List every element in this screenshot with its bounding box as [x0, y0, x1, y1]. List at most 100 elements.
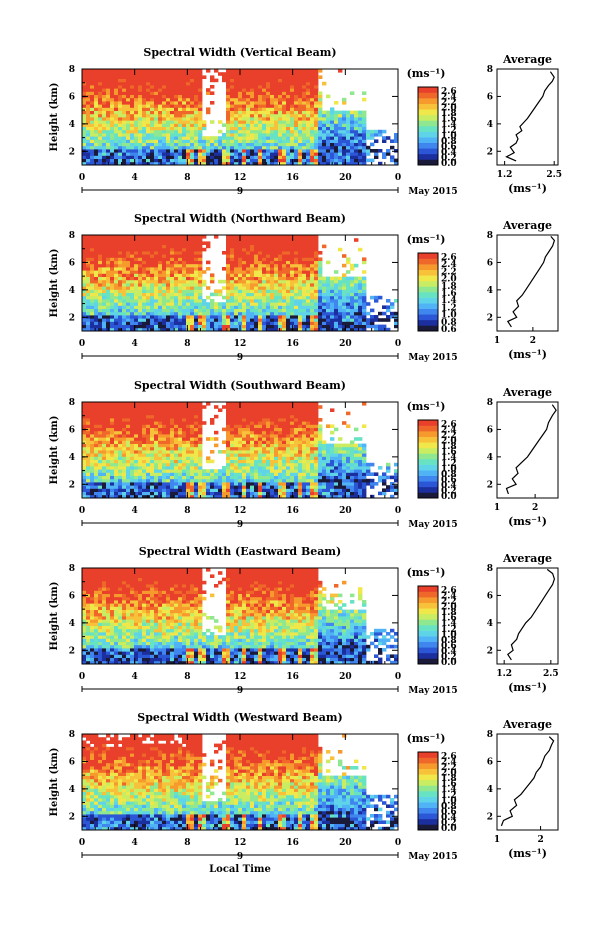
heatmap-cell	[270, 110, 275, 115]
heatmap-cell	[146, 133, 151, 137]
heatmap-cell	[98, 101, 103, 105]
heatmap-cell	[186, 311, 191, 316]
heatmap-cell	[190, 241, 195, 245]
heatmap-cell	[170, 402, 175, 406]
heatmap-cell	[346, 292, 351, 297]
heatmap-cell	[282, 321, 287, 325]
heatmap-cell	[226, 113, 231, 118]
heatmap-cell	[182, 273, 187, 277]
colorbar-tick-label: 2.4	[441, 260, 457, 270]
x-tick-label: 20	[339, 339, 352, 349]
heatmap-cell	[202, 279, 207, 284]
heatmap-cell	[174, 446, 179, 451]
heatmap-cell	[138, 247, 143, 252]
heatmap-cell	[166, 469, 171, 473]
heatmap-cell	[174, 152, 179, 156]
heatmap-cell	[198, 91, 203, 95]
heatmap-cell	[282, 283, 287, 287]
heatmap-cell	[134, 424, 139, 428]
heatmap-cell	[338, 126, 343, 131]
heatmap-cell	[98, 107, 103, 111]
heatmap-cell	[362, 129, 367, 134]
heatmap-cell	[254, 104, 259, 108]
heatmap-cell	[162, 405, 167, 409]
heatmap-cell	[362, 315, 367, 319]
heatmap-cell	[350, 327, 355, 332]
heatmap-cell	[278, 152, 283, 156]
heatmap-cell	[214, 315, 219, 319]
heatmap-cell	[238, 149, 243, 153]
average-profile-line	[506, 236, 556, 328]
heatmap-cell	[250, 321, 255, 325]
heatmap-cell	[330, 149, 335, 153]
heatmap-cell	[306, 78, 311, 83]
heatmap-cell	[274, 299, 279, 303]
heatmap-cell	[146, 69, 151, 73]
heatmap-cell	[126, 318, 131, 322]
heatmap-cell	[282, 302, 287, 306]
heatmap-cell	[86, 459, 91, 464]
heatmap-cell	[122, 126, 127, 131]
heatmap-cell	[258, 308, 263, 313]
heatmap-cell	[238, 126, 243, 131]
heatmap-cell	[274, 238, 279, 242]
heatmap-cell	[254, 276, 259, 281]
month-label: May 2015	[408, 353, 457, 363]
heatmap-cell	[162, 69, 167, 73]
heatmap-cell	[162, 424, 167, 428]
heatmap-cell	[378, 161, 383, 166]
heatmap-cell	[90, 279, 95, 284]
heatmap-cell	[230, 88, 235, 92]
heatmap-cell	[150, 161, 155, 166]
heatmap-cell	[358, 110, 363, 115]
heatmap-cell	[254, 72, 259, 76]
heatmap-cell	[198, 491, 203, 496]
heatmap-cell	[278, 251, 283, 255]
heatmap-cell	[362, 279, 367, 284]
heatmap-cell	[250, 120, 255, 124]
heatmap-cell	[118, 129, 123, 134]
heatmap-cell	[98, 488, 103, 492]
heatmap-cell	[294, 238, 299, 242]
colorbar-swatch	[418, 280, 438, 287]
heatmap-cell	[354, 158, 359, 163]
heatmap-cell	[138, 478, 143, 483]
heatmap-cell	[178, 450, 183, 454]
heatmap-cell	[126, 257, 131, 261]
heatmap-cell	[146, 254, 151, 258]
heatmap-cell	[130, 120, 135, 124]
heatmap-cell	[194, 459, 199, 464]
heatmap-cell	[82, 421, 87, 425]
heatmap-cell	[202, 311, 207, 316]
heatmap-cell	[94, 405, 99, 409]
heatmap-cell	[134, 434, 139, 438]
heatmap-cell	[114, 469, 119, 473]
heatmap-cell	[154, 241, 159, 245]
heatmap-cell	[94, 299, 99, 303]
heatmap-cell	[190, 459, 195, 464]
heatmap-cell	[82, 327, 87, 332]
heatmap-cell	[290, 283, 295, 287]
heatmap-cell	[206, 69, 211, 73]
heatmap-cell	[130, 152, 135, 156]
heatmap-cell	[134, 241, 139, 245]
heatmap-cell	[258, 104, 263, 108]
heatmap-cell	[106, 110, 111, 115]
heatmap-cell	[262, 289, 267, 293]
heatmap-cell	[82, 238, 87, 242]
heatmap-cell	[274, 91, 279, 95]
heatmap-cell	[186, 459, 191, 464]
heatmap-cell	[130, 443, 135, 448]
heatmap-cell	[106, 88, 111, 92]
heatmap-cell	[218, 152, 223, 156]
heatmap-cell	[86, 107, 91, 111]
heatmap-cell	[330, 299, 335, 303]
heatmap-cell	[162, 155, 167, 159]
heatmap-cell	[214, 318, 219, 322]
heatmap-cell	[94, 450, 99, 454]
heatmap-cell	[178, 139, 183, 143]
heatmap-cell	[334, 286, 339, 290]
heatmap-cell	[334, 101, 339, 105]
heatmap-cell	[282, 247, 287, 252]
heatmap-cell	[122, 145, 127, 150]
